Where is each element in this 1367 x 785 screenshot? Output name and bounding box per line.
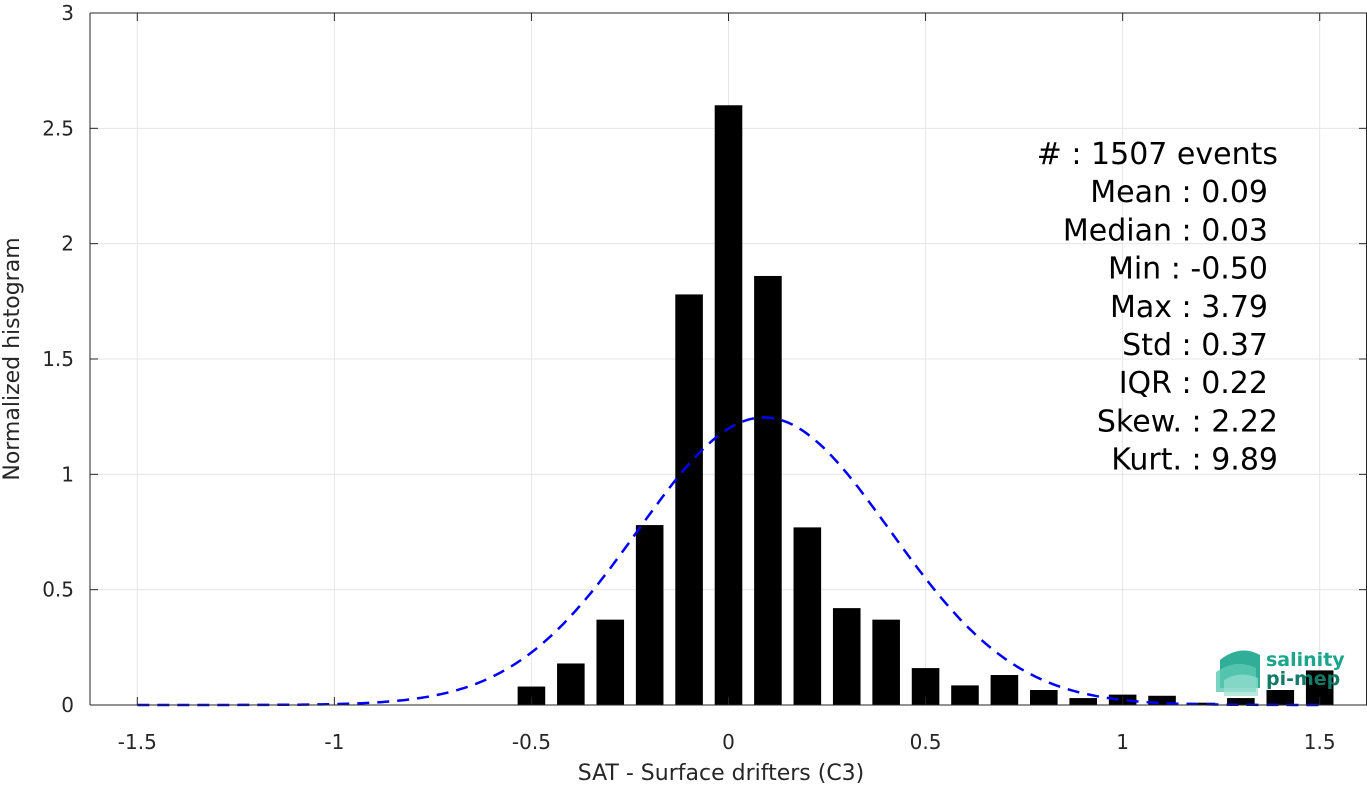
x-tick-label: 1: [1116, 730, 1129, 754]
histogram-bars: [517, 105, 1334, 706]
y-axis-ticks: 0 0.5 1 1.5 2 2.5 3: [42, 1, 1367, 717]
x-axis-label: SAT - Surface drifters (C3): [578, 761, 865, 785]
histogram-bar: [1227, 698, 1255, 705]
histogram-bar: [872, 619, 900, 705]
y-tick-label: 1.5: [42, 347, 74, 371]
stat-line: Kurt. : 9.89: [1111, 443, 1278, 478]
logo-waves-icon: [1216, 650, 1260, 696]
histogram-bar: [714, 105, 743, 706]
y-axis-label: Normalized histogram: [0, 237, 25, 480]
histogram-bar: [557, 663, 585, 705]
histogram-bar: [754, 275, 782, 705]
x-tick-label: 0.5: [910, 730, 942, 754]
histogram-bar: [635, 525, 664, 705]
y-tick-label: 3: [61, 1, 74, 25]
y-tick-label: 2.5: [42, 116, 74, 140]
stat-line: Std : 0.37: [1122, 328, 1268, 363]
normal-fit-curve: [137, 416, 1320, 707]
histogram-bar: [1187, 702, 1216, 705]
stat-line: IQR : 0.22: [1119, 366, 1268, 401]
salinity-pi-mep-logo: salinity pi-mep: [1216, 649, 1345, 696]
x-tick-label: -1.5: [118, 730, 157, 754]
stat-line: Min : -0.50: [1108, 252, 1268, 287]
histogram-bar: [1069, 698, 1098, 705]
histogram-bar: [596, 619, 625, 705]
histogram-bar: [951, 685, 979, 705]
histogram-bar: [517, 686, 546, 705]
y-tick-label: 0.5: [42, 578, 74, 602]
x-axis-ticks: -1.5 -1 -0.5 0 0.5 1 1.5: [118, 13, 1336, 754]
logo-text-line1: salinity: [1266, 649, 1345, 671]
histogram-bar: [990, 675, 1019, 705]
stat-line: Median : 0.03: [1063, 213, 1268, 248]
histogram-bar: [793, 527, 822, 705]
stat-line: # : 1507 events: [1037, 137, 1278, 172]
stat-line: Skew. : 2.22: [1097, 404, 1278, 439]
x-tick-label: 1.5: [1304, 730, 1336, 754]
y-tick-label: 2: [61, 232, 74, 256]
histogram-bar: [675, 294, 703, 705]
x-tick-label: 0: [722, 730, 735, 754]
histogram-bar: [1148, 695, 1176, 705]
stat-line: Max : 3.79: [1110, 290, 1268, 325]
y-tick-label: 0: [61, 693, 74, 717]
logo-text-line2: pi-mep: [1266, 668, 1340, 690]
y-tick-label: 1: [61, 462, 74, 486]
x-tick-label: -0.5: [512, 730, 551, 754]
stat-line: Mean : 0.09: [1090, 175, 1268, 210]
x-tick-label: -1: [324, 730, 344, 754]
histogram-bar: [1266, 690, 1295, 705]
histogram-bar: [1030, 690, 1058, 705]
histogram-bar: [832, 608, 861, 705]
